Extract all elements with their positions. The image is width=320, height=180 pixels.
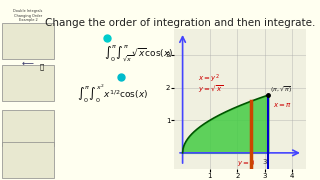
Text: $\int_0^{\pi}\int_{\sqrt{x}}^{\pi} \sqrt{x}\cos(x)\,$: $\int_0^{\pi}\int_{\sqrt{x}}^{\pi} \sqrt… (104, 44, 173, 64)
Text: $dx$: $dx$ (191, 88, 204, 99)
Text: ⟵: ⟵ (22, 58, 34, 68)
Text: $y=\sqrt{x}$: $y=\sqrt{x}$ (198, 84, 223, 95)
Text: $(\pi,\sqrt{\pi})$: $(\pi,\sqrt{\pi})$ (270, 84, 292, 95)
FancyBboxPatch shape (2, 110, 54, 146)
Text: $x=\pi$: $x=\pi$ (273, 101, 292, 109)
Text: $y=0$: $y=0$ (237, 158, 256, 168)
Text: $dy$: $dy$ (175, 87, 188, 100)
Text: 3: 3 (262, 159, 267, 165)
FancyBboxPatch shape (2, 23, 54, 59)
Text: 🌿: 🌿 (40, 63, 44, 70)
Text: $dy$: $dy$ (205, 48, 218, 60)
FancyBboxPatch shape (2, 65, 54, 101)
FancyBboxPatch shape (2, 142, 54, 178)
Text: $x=y^2$: $x=y^2$ (198, 72, 220, 85)
Text: Change the order of integration and then integrate.: Change the order of integration and then… (45, 18, 315, 28)
Text: $\int_0^{\pi}\int_0^{x^2} x^{1/2}\cos(x)\,$: $\int_0^{\pi}\int_0^{x^2} x^{1/2}\cos(x)… (77, 82, 148, 105)
Text: Double Integrals
Changing Order
Example 2: Double Integrals Changing Order Example … (13, 9, 43, 22)
Text: $dx$: $dx$ (192, 48, 205, 60)
Text: $\pi$: $\pi$ (118, 74, 124, 81)
Text: $\pi$: $\pi$ (105, 34, 110, 41)
